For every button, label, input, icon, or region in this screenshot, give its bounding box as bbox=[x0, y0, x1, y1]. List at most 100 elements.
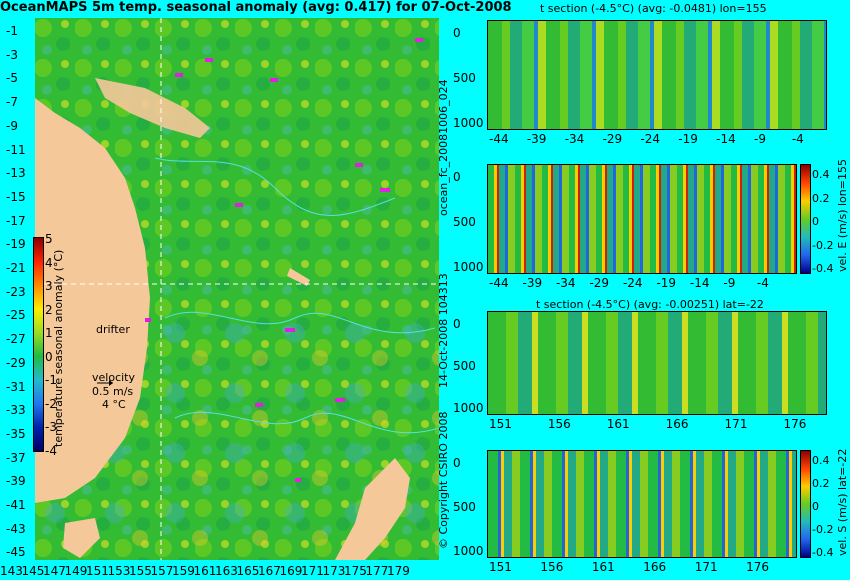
section-y-tick: 500 bbox=[453, 359, 476, 373]
lat-tick-label: -45 bbox=[6, 545, 26, 560]
section-y-tick: 1000 bbox=[453, 116, 484, 130]
lon-tick-label: 169 bbox=[279, 564, 303, 578]
lon-tick-label: 143 bbox=[0, 564, 23, 578]
section-x-tick: -14 bbox=[689, 276, 710, 290]
section-3-panel bbox=[487, 311, 827, 415]
land-new-zealand bbox=[335, 458, 410, 560]
section-x-tick: -19 bbox=[656, 276, 677, 290]
lon-tick-label: 171 bbox=[301, 564, 324, 578]
colorbar-tick-label: 1 bbox=[45, 326, 53, 340]
lon-tick-label: 153 bbox=[107, 564, 131, 578]
section-y-tick: 500 bbox=[453, 500, 476, 514]
lon-tick-label: 177 bbox=[365, 564, 389, 578]
lat-tick-label: -39 bbox=[6, 474, 26, 489]
section-x-tick: -4 bbox=[791, 132, 804, 146]
lon-tick-label: 147 bbox=[43, 564, 66, 578]
colorbar-tick-label: 5 bbox=[45, 232, 53, 246]
colorbar-tick-label: -4 bbox=[45, 443, 57, 458]
lon-tick-label: 161 bbox=[193, 564, 217, 578]
drifter-label: drifter bbox=[96, 323, 130, 336]
colorbar-tick-label: -1 bbox=[45, 373, 57, 387]
section-cbar-tick: 0 bbox=[812, 500, 819, 513]
colorbar-tick-label: 0 bbox=[45, 349, 53, 364]
section-x-tick: 151 bbox=[489, 417, 512, 431]
lat-tick-label: -3 bbox=[6, 47, 18, 62]
lat-tick-label: -25 bbox=[6, 308, 26, 323]
lat-tick-label: -29 bbox=[6, 355, 26, 370]
lon-tick-label: 145 bbox=[21, 564, 45, 578]
lon-tick-label: 159 bbox=[172, 564, 195, 578]
section-x-tick: 176 bbox=[783, 417, 807, 431]
map-title: OceanMAPS 5m temp. seasonal anomaly (avg… bbox=[0, 0, 512, 15]
section-cbar-tick: 0.2 bbox=[812, 191, 830, 205]
section-x-tick: -44 bbox=[489, 276, 509, 290]
section-x-tick: -24 bbox=[622, 276, 643, 290]
section-1-title: t section (-4.5°C) (avg: -0.0481) lon=15… bbox=[540, 2, 767, 15]
land-australia bbox=[35, 98, 150, 503]
lon-tick-label: 173 bbox=[322, 564, 346, 578]
section-cbar-tick: 0 bbox=[812, 215, 819, 228]
section-y-tick: 0 bbox=[453, 456, 461, 470]
lon-tick-label: 179 bbox=[387, 564, 410, 578]
lat-tick-label: -43 bbox=[6, 521, 26, 536]
section-cbar-tick: -0.2 bbox=[812, 238, 834, 252]
section-y-tick: 1000 bbox=[453, 544, 484, 558]
section-cbar-tick: -0.4 bbox=[812, 262, 834, 275]
section-x-tick: -44 bbox=[489, 132, 509, 146]
section-x-tick: -24 bbox=[640, 132, 661, 146]
lat-tick-label: -19 bbox=[6, 237, 26, 252]
forecast-label: ocean_fc_20081006_024 bbox=[437, 79, 450, 216]
land-png bbox=[95, 78, 210, 138]
section-x-tick: -9 bbox=[723, 276, 736, 290]
lat-tick-label: -35 bbox=[6, 426, 26, 441]
lon-tick-label: 149 bbox=[64, 564, 88, 578]
lon-tick-label: 163 bbox=[215, 564, 238, 578]
section-cbar-tick: 0.2 bbox=[812, 477, 830, 490]
lat-tick-label: -15 bbox=[6, 189, 26, 204]
colorbar-tick-label: 2 bbox=[45, 302, 53, 317]
section-x-tick: 171 bbox=[724, 417, 748, 431]
section-x-tick: -39 bbox=[522, 276, 543, 290]
section-y-tick: 1000 bbox=[453, 260, 484, 274]
section-4-colorbar bbox=[800, 450, 811, 558]
colorbar-label: temperature seasonal anomaly (°C) bbox=[52, 249, 65, 447]
lon-tick-label: 167 bbox=[258, 564, 281, 578]
section-y-tick: 500 bbox=[453, 215, 476, 229]
section-2-colorbar bbox=[800, 164, 811, 274]
section-x-tick: 156 bbox=[547, 417, 571, 431]
section-x-tick: -29 bbox=[589, 276, 610, 290]
lon-tick-label: 155 bbox=[129, 564, 152, 578]
section-cbar-tick: -0.2 bbox=[812, 523, 834, 536]
lat-tick-label: -17 bbox=[6, 213, 26, 228]
section-x-tick: 176 bbox=[746, 560, 770, 574]
lat-tick-label: -33 bbox=[6, 403, 26, 418]
section-x-tick: -14 bbox=[716, 132, 736, 146]
section-x-tick: -4 bbox=[756, 276, 769, 290]
section-y-tick: 0 bbox=[453, 317, 461, 331]
section-y-tick: 0 bbox=[453, 170, 461, 184]
section-3-title: t section (-4.5°C) (avg: -0.00251) lat=-… bbox=[536, 298, 764, 311]
temp-colorbar bbox=[33, 237, 44, 452]
section-4-panel bbox=[487, 450, 797, 558]
lon-tick-label: 157 bbox=[150, 564, 174, 578]
section-x-tick: 161 bbox=[591, 560, 615, 574]
section-x-tick: 171 bbox=[694, 560, 718, 574]
lat-tick-label: -27 bbox=[6, 332, 26, 347]
section-cbar-tick: 0.4 bbox=[812, 168, 830, 181]
section-cbar-tick: -0.4 bbox=[812, 546, 834, 559]
lon-tick-label: 151 bbox=[86, 564, 109, 578]
lat-tick-label: -41 bbox=[6, 498, 26, 512]
lon-tick-label: 165 bbox=[236, 564, 260, 578]
lat-tick-label: -7 bbox=[6, 95, 18, 110]
lat-tick-label: -1 bbox=[6, 24, 18, 38]
velocity-label: velocity bbox=[92, 371, 135, 384]
section-x-tick: -39 bbox=[526, 132, 547, 146]
velocity-value: 0.5 m/s bbox=[92, 385, 134, 398]
generated-label: 14-Oct-2008 104313 bbox=[437, 273, 450, 388]
section-1-panel bbox=[487, 20, 827, 130]
section-x-tick: -34 bbox=[555, 276, 576, 290]
lat-tick-label: -31 bbox=[6, 379, 26, 394]
section-x-tick: 156 bbox=[540, 560, 564, 574]
velocity-temp: 4 °C bbox=[102, 398, 126, 411]
